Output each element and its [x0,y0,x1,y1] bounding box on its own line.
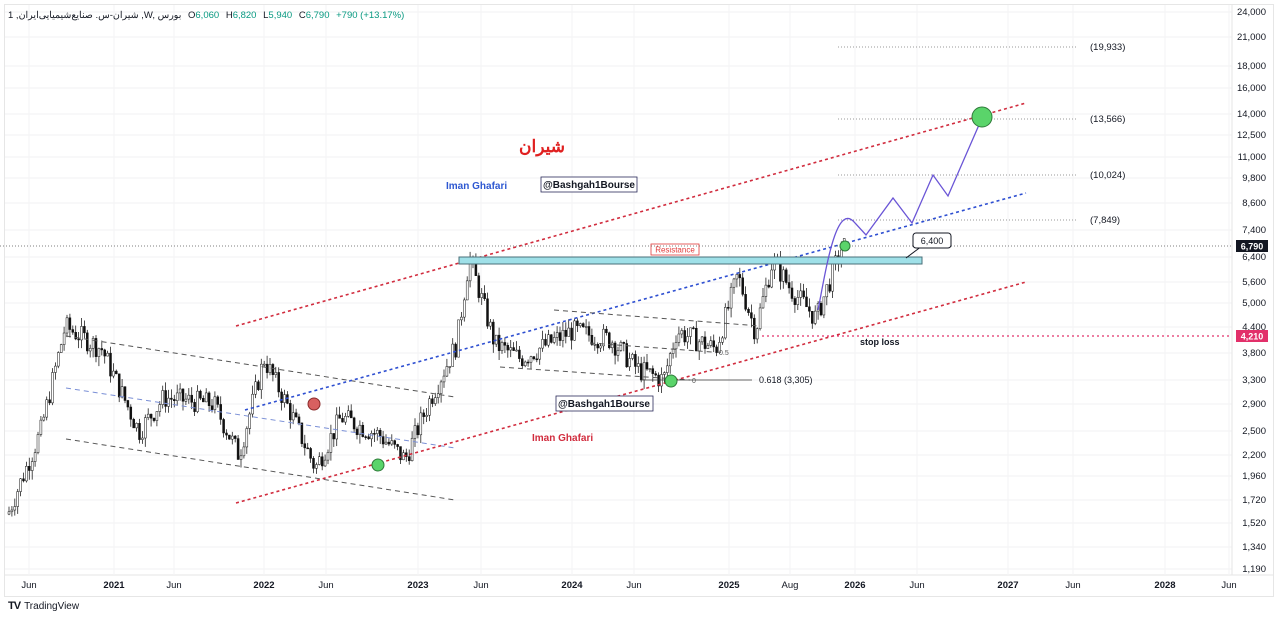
callout-6400-box [912,232,952,249]
price-tick: 3,300 [1242,375,1266,386]
handle-box-top [540,176,638,193]
author-label-bottom: Iman Ghafari [532,433,593,444]
price-tick: 8,600 [1242,198,1266,209]
price-tick: 1,190 [1242,564,1266,575]
sell-marker-icon [307,397,321,411]
author-label-top: Iman Ghafari [446,181,507,192]
resistance-zone[interactable] [458,256,923,265]
target-marker-icon [971,106,993,128]
grid-lines [5,5,1273,576]
symbol-legend: 1 ,شیران-س. صنایع‌شیمیایی‌ایران ,W, بورس… [8,10,405,21]
price-tick: 12,500 [1237,130,1266,141]
chart-title-fa: شیران [519,137,565,157]
price-tick: 9,800 [1242,173,1266,184]
price-tick: 5,000 [1242,298,1266,309]
projection-path [817,117,983,311]
descending-channel-mid [65,387,456,449]
stop-price-tag [1236,330,1268,342]
target-19933: (19,933) [1090,42,1125,53]
fib-05-label: 0.5 [719,350,729,357]
price-tick: 6,400 [1242,252,1266,263]
time-tick: Jun [909,580,924,591]
price-tick: 2,500 [1242,426,1266,437]
consolidation-channel [499,309,761,381]
price-tick: 16,000 [1237,83,1266,94]
footer-branding[interactable]: TV TradingView [8,600,79,612]
last-price-tag-label: 6,790 [1241,242,1264,252]
time-tick: 2023 [407,580,428,591]
tradingview-brand: TradingView [24,600,80,612]
price-tick: 3,800 [1242,348,1266,359]
price-tick: 7,400 [1242,225,1266,236]
time-tick: Jun [473,580,488,591]
symbol-name: 1 ,شیران-س. صنایع‌شیمیایی‌ایران ,W, بورس [8,10,182,21]
time-axis[interactable]: Jun 2021 Jun 2022 Jun 2023 Jun 2024 Jun 2025 Aug 20… [21,580,1236,591]
fib-0-label: 0 [692,378,696,385]
close-value: 6,790 [305,10,330,21]
ascending-channel-mid [244,192,1027,411]
breakout-marker-icon [839,240,851,252]
fib-0618-label: 0.618 (3,305) [759,375,813,385]
time-tick: 2021 [103,580,125,591]
target-lines [838,46,1078,221]
price-tick: 4,400 [1242,322,1266,333]
fib-bottom-marker-icon [664,374,678,388]
stop-price-tag-label: 4,210 [1241,332,1264,342]
price-tick: 24,000 [1237,7,1266,18]
high-value: 6,820 [232,10,257,21]
time-tick: Jun [1221,580,1236,591]
channel-bottom-marker-icon [371,458,385,472]
tradingview-logo-icon: TV [8,600,21,612]
stop-loss-label: stop loss [860,337,900,347]
low-value: 5,940 [268,10,293,21]
time-tick: 2024 [561,580,583,591]
last-price-tag [1236,240,1268,252]
resistance-label: Resistance [655,246,695,255]
price-tick: 1,520 [1242,518,1266,529]
time-tick: Aug [782,580,799,591]
handle-label-bottom: @Bashgah1Bourse [558,399,650,410]
price-tick: 1,960 [1242,471,1266,482]
price-tick: 1,720 [1242,495,1266,506]
chart-frame[interactable] [4,4,1274,597]
ascending-channel [235,102,1027,504]
time-tick: 2025 [718,580,740,591]
resistance-label-box [650,243,700,256]
change-value: +790 (+13.17%) [336,10,405,21]
candlesticks [7,238,846,517]
time-tick: Jun [21,580,36,591]
time-tick: Jun [318,580,333,591]
time-tick: Jun [1065,580,1080,591]
price-tick: 11,000 [1238,152,1266,163]
price-tick: 5,600 [1242,277,1266,288]
handle-box-bottom [555,395,654,412]
open-value: 6,060 [195,10,220,21]
target-7849: (7,849) [1090,215,1120,226]
target-10024: (10,024) [1090,170,1125,181]
handle-label-top: @Bashgah1Bourse [543,180,635,191]
time-tick: 2027 [997,580,1018,591]
price-tick: 1,340 [1242,542,1266,553]
callout-6400-label: 6,400 [921,236,944,246]
price-tick: 18,000 [1237,61,1266,72]
target-13566: (13,566) [1090,114,1125,125]
time-tick: 2028 [1154,580,1175,591]
price-tick: 14,000 [1237,109,1266,120]
descending-channel [65,335,456,501]
price-axis[interactable]: 24,000 21,000 18,000 16,000 14,000 12,500 11,0… [1237,7,1266,575]
time-tick: 2026 [844,580,865,591]
time-tick: 2022 [253,580,274,591]
price-tick: 21,000 [1237,32,1266,43]
price-tick: 2,900 [1242,399,1266,410]
price-tick: 2,200 [1242,450,1266,461]
time-tick: Jun [166,580,181,591]
time-tick: Jun [626,580,641,591]
